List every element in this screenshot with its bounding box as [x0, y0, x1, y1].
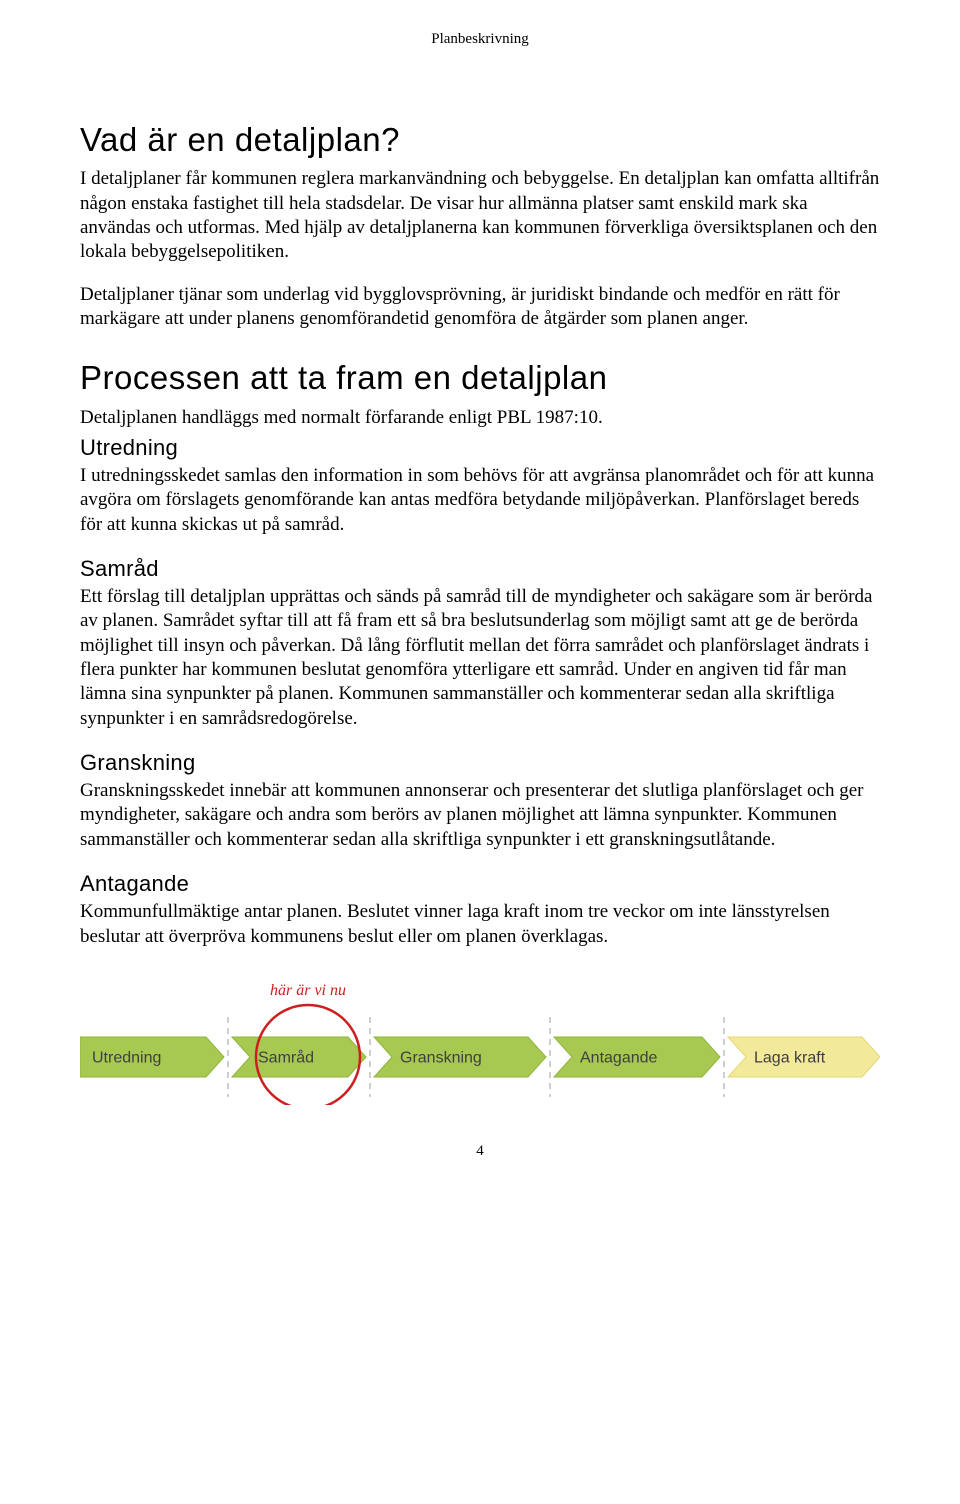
page-header-label: Planbeskrivning	[80, 30, 880, 49]
subheading-antagande: Antagande	[80, 870, 880, 898]
paragraph: Granskningsskedet innebär att kommunen a…	[80, 779, 880, 852]
stage-label: Antagande	[580, 1049, 658, 1066]
stage-label: Samråd	[258, 1048, 314, 1066]
stage-label: Utredning	[92, 1049, 161, 1066]
heading-processen: Processen att ta fram en detaljplan	[80, 357, 880, 399]
current-stage-indicator-label: här är vi nu	[270, 982, 346, 999]
subheading-utredning: Utredning	[80, 434, 880, 462]
paragraph: Detaljplaner tjänar som underlag vid byg…	[80, 283, 880, 332]
process-flow-svg: Utredning Samråd Granskning Antagande Laga k…	[80, 975, 880, 1105]
page-number: 4	[80, 1142, 880, 1161]
paragraph: Ett förslag till detaljplan upprättas oc…	[80, 585, 880, 731]
heading-vad-ar-en-detaljplan: Vad är en detaljplan?	[80, 119, 880, 161]
subheading-samrad: Samråd	[80, 555, 880, 583]
stage-label: Granskning	[400, 1049, 482, 1066]
stage-label: Laga kraft	[754, 1049, 826, 1066]
process-diagram: Utredning Samråd Granskning Antagande Laga k…	[80, 975, 880, 1112]
paragraph: Kommunfullmäktige antar planen. Beslutet…	[80, 900, 880, 949]
paragraph: I utredningsskedet samlas den informatio…	[80, 464, 880, 537]
subheading-granskning: Granskning	[80, 749, 880, 777]
paragraph: I detaljplaner får kommunen reglera mark…	[80, 167, 880, 264]
paragraph: Detaljplanen handläggs med normalt förfa…	[80, 406, 880, 430]
